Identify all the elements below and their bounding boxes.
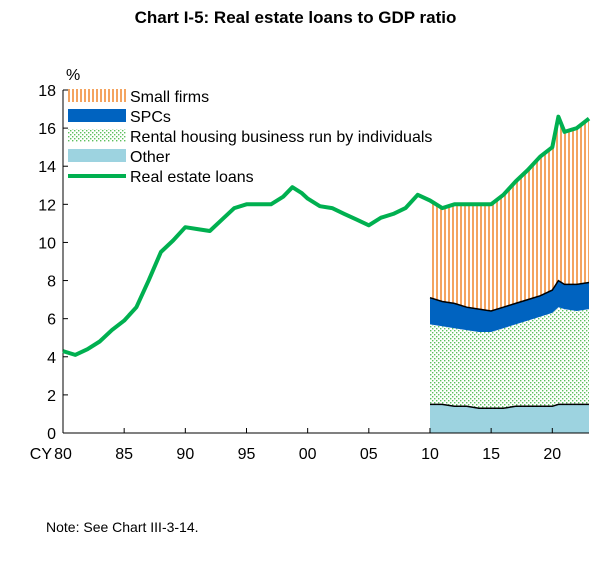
legend-swatch-small-firms (68, 89, 126, 102)
legend-label-small-firms: Small firms (130, 89, 209, 106)
chart-note: Note: See Chart III-3-14. (46, 519, 199, 535)
area-small-firms (430, 116, 589, 311)
x-tick-label: 15 (482, 446, 500, 463)
x-tick-label: 20 (543, 446, 561, 463)
chart-plot: 0 2 4 6 8 10 12 14 16 18 80 85 90 95 00 05 10 15 20 CY% Sma… (30, 67, 591, 463)
y-axis-unit: % (66, 67, 80, 84)
y-tick-label: 14 (38, 159, 56, 176)
chart-title: Chart I-5: Real estate loans to GDP rati… (134, 8, 457, 27)
x-tick-label: 85 (115, 446, 133, 463)
legend-label-spcs: SPCs (130, 109, 171, 126)
boundary-spcs (429, 279, 590, 312)
y-tick-label: 6 (47, 312, 56, 329)
legend-swatch-spcs (68, 109, 126, 122)
stacked-areas (429, 116, 590, 433)
y-tick-label: 12 (38, 197, 56, 214)
legend-label-other: Other (130, 149, 171, 166)
legend: Small firms SPCs Rental housing business r… (68, 89, 432, 186)
legend-swatch-other (68, 149, 126, 162)
x-tick-label: 90 (176, 446, 194, 463)
axes: 0 2 4 6 8 10 12 14 16 18 80 85 90 95 00 05 10 15 20 CY% (30, 67, 589, 463)
boundary-other (430, 403, 589, 409)
x-tick-label: 95 (238, 446, 256, 463)
y-tick-label: 0 (47, 426, 56, 443)
y-tick-label: 10 (38, 235, 56, 252)
series-line-real-estate-loans (62, 114, 591, 357)
y-tick-label: 2 (47, 388, 56, 405)
y-tick-label: 8 (47, 274, 56, 291)
legend-label-rental-housing-business-run-by-individuals: Rental housing business run by individua… (130, 129, 432, 146)
x-tick-label: 80 (54, 446, 72, 463)
y-tick-label: 18 (38, 83, 56, 100)
y-tick-label: 4 (47, 350, 56, 367)
x-tick-label: 05 (360, 446, 378, 463)
x-tick-label: 00 (299, 446, 317, 463)
area-other (430, 404, 589, 433)
x-axis-prefix: CY (30, 446, 53, 463)
x-tick-label: 10 (421, 446, 439, 463)
area-spcs (430, 280, 589, 332)
legend-label-real-estate-loans: Real estate loans (130, 169, 254, 186)
line-layer (62, 114, 591, 357)
area-rental-housing-business-run-by-individuals (430, 307, 589, 409)
y-tick-label: 16 (38, 121, 56, 138)
legend-swatch-rental-housing-business-run-by-individuals (68, 129, 126, 142)
